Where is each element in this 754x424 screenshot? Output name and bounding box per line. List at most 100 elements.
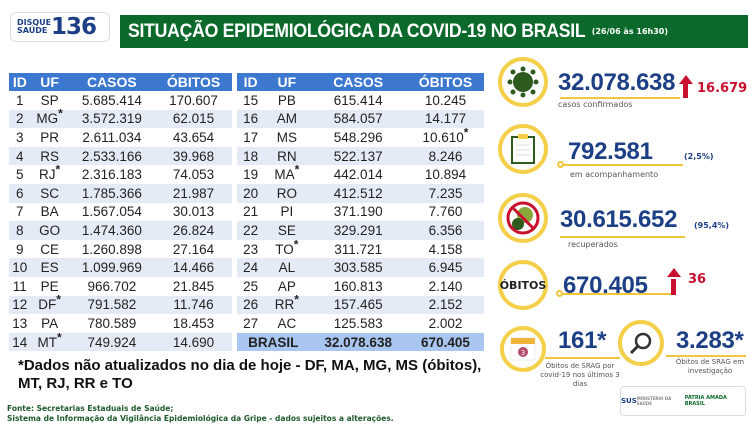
table-row: 7 BA 1.567.054 30.013 xyxy=(9,203,232,222)
brasil-logo: PÁTRIA AMADA BRASIL xyxy=(684,395,727,407)
row-casos: 1.260.898 xyxy=(81,241,142,257)
row-obitos: 26.824 xyxy=(155,221,232,240)
up-arrow-head xyxy=(679,75,693,84)
col-id: ID xyxy=(9,73,31,91)
table-row: 3 PR 2.611.034 43.654 xyxy=(9,128,232,147)
row-casos: 329.291 xyxy=(309,221,407,240)
row-uf: TO* xyxy=(275,237,299,257)
srag-recent-circle: 3 xyxy=(500,326,546,372)
row-id: 15 xyxy=(243,92,259,108)
row-id: 4 xyxy=(9,146,31,166)
recovered-value: 30.615.652 xyxy=(560,206,678,233)
source: Fonte: Secretarias Estaduais de Saúde; S… xyxy=(7,404,394,424)
row-id: 17 xyxy=(243,129,259,145)
recovered-label: recuperados xyxy=(568,240,618,249)
table-row: 15 PB 615.414 10.245 xyxy=(237,91,484,110)
row-uf: PR xyxy=(40,129,60,145)
row-obitos: 2.002 xyxy=(428,315,463,331)
row-casos: 125.583 xyxy=(333,315,383,331)
row-obitos: 4.158 xyxy=(428,241,463,257)
row-casos: 1.474.360 xyxy=(68,221,156,240)
col-id: ID xyxy=(237,73,265,91)
title-banner: SITUAÇÃO EPIDEMIOLÓGICA DA COVID-19 NO B… xyxy=(120,15,748,48)
confirmed-label: casos confirmados xyxy=(558,100,633,109)
table-row: 25 AP 160.813 2.140 xyxy=(237,277,484,296)
col-casos: CASOS xyxy=(68,73,156,91)
table-row: 1 SP 5.685.414 170.607 xyxy=(9,91,232,110)
row-obitos: 14.690 xyxy=(155,332,232,352)
table-row: 9 CE 1.260.898 27.164 xyxy=(9,240,232,259)
row-id: 25 xyxy=(243,278,259,294)
row-uf: AL xyxy=(264,258,310,277)
row-uf: PI xyxy=(280,204,294,220)
row-obitos: 7.235 xyxy=(406,183,484,203)
row-obitos: 6.356 xyxy=(406,221,484,240)
total-row: BRASIL 32.078.638 670.405 xyxy=(237,332,484,352)
row-obitos: 30.013 xyxy=(172,204,215,220)
row-id: 16 xyxy=(237,109,265,129)
srag-investigation-value: 3.283* xyxy=(676,327,744,354)
row-obitos: 10.245 xyxy=(424,92,467,108)
up-arrow-icon xyxy=(671,279,676,295)
monitoring-label: em acompanhamento xyxy=(570,170,659,179)
deaths-circle: ÓBITOS xyxy=(498,260,548,310)
row-id: 20 xyxy=(237,183,265,203)
row-casos: 157.465 xyxy=(309,295,407,315)
sus-logo: SUS xyxy=(621,397,637,405)
not-updated-asterisk: * xyxy=(56,292,61,307)
table-row: 27 AC 125.583 2.002 xyxy=(237,314,484,333)
row-uf: ES xyxy=(30,258,69,277)
row-casos: 548.296 xyxy=(333,129,383,145)
table-row: 10 ES 1.099.969 14.466 xyxy=(9,258,232,277)
row-casos: 522.137 xyxy=(309,146,407,166)
row-uf: AC xyxy=(277,315,297,331)
source-line-2: Sistema de Informação da Vigilância Epid… xyxy=(7,414,394,423)
row-obitos: 170.607 xyxy=(169,92,218,108)
table-row: 6 SC 1.785.366 21.987 xyxy=(9,183,232,203)
row-uf: RJ* xyxy=(39,162,61,183)
row-casos: 5.685.414 xyxy=(81,92,142,108)
row-casos: 412.512 xyxy=(309,183,407,203)
row-obitos: 21.845 xyxy=(172,278,215,294)
row-obitos: 2.140 xyxy=(428,278,463,294)
update-date: (26/06 às 16h30) xyxy=(591,27,668,36)
table-row: 23 TO* 311.721 4.158 xyxy=(237,237,484,259)
row-casos: 966.702 xyxy=(87,278,137,294)
col-obitos: ÓBITOS xyxy=(406,73,484,91)
footnote: *Dados não atualizados no dia de hoje - … xyxy=(18,357,482,392)
row-uf: SP xyxy=(40,92,59,108)
table-row: 4 RS 2.533.166 39.968 xyxy=(9,146,232,166)
up-arrow-icon xyxy=(683,84,688,98)
table-row: 20 RO 412.512 7.235 xyxy=(237,183,484,203)
row-uf: DF* xyxy=(30,292,69,315)
row-casos: 749.924 xyxy=(68,332,156,352)
srag-recent-label: Óbitos de SRAG por covid-19 nos últimos … xyxy=(540,362,620,388)
row-id: 27 xyxy=(243,315,259,331)
monitoring-value: 792.581 xyxy=(568,138,653,165)
row-id: 18 xyxy=(237,146,265,166)
total-obitos: 670.405 xyxy=(406,332,484,352)
row-id: 21 xyxy=(243,204,259,220)
row-obitos: 43.654 xyxy=(172,129,215,145)
recovered-circle xyxy=(498,193,548,243)
row-casos: 442.014 xyxy=(333,167,383,183)
table-row: 22 SE 329.291 6.356 xyxy=(237,221,484,240)
total-casos: 32.078.638 xyxy=(309,332,407,352)
row-uf: RR* xyxy=(264,294,310,315)
states-table-left: ID UF CASOS ÓBITOS 1 SP 5.685.414 170.607 2 M… xyxy=(9,73,232,352)
table-row: 13 PA 780.589 18.453 xyxy=(9,314,232,333)
row-casos: 1.785.366 xyxy=(68,183,156,203)
row-id: 6 xyxy=(9,183,31,203)
col-casos: CASOS xyxy=(309,73,407,91)
row-id: 11 xyxy=(12,278,27,294)
row-casos: 780.589 xyxy=(87,315,137,331)
deaths-circle-label: ÓBITOS xyxy=(499,278,547,292)
row-id: 14 xyxy=(9,332,31,352)
row-obitos: 8.246 xyxy=(406,146,484,166)
row-casos: 584.057 xyxy=(309,109,407,129)
recovered-pct: (95,4%) xyxy=(694,221,730,230)
row-obitos: 62.015 xyxy=(155,109,232,129)
row-casos: 303.585 xyxy=(309,258,407,277)
row-uf: GO xyxy=(30,221,69,240)
not-updated-asterisk: * xyxy=(463,125,469,140)
